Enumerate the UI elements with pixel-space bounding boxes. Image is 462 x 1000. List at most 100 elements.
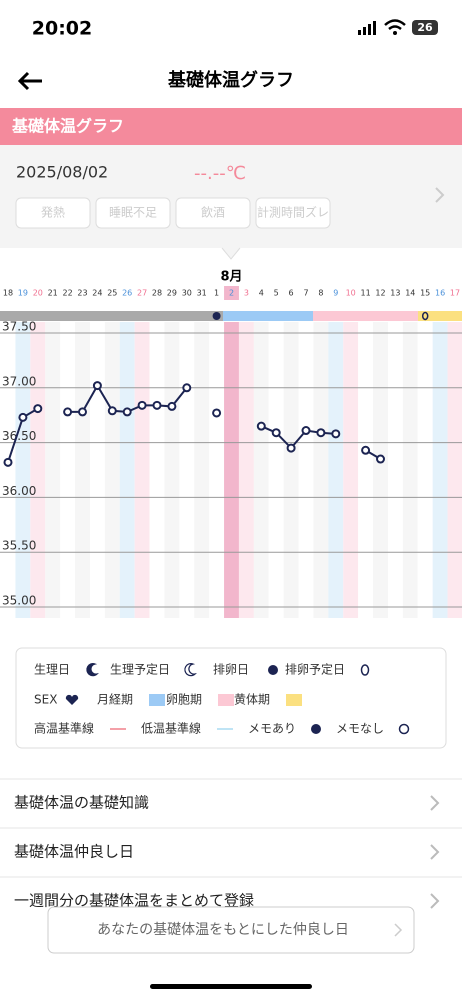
battery: 26 [417,21,433,34]
day-column [417,322,433,618]
cta-button[interactable] [47,906,415,954]
home-indicator [150,984,312,989]
day-label: 28 [152,289,162,298]
temperature-point [316,428,326,438]
day-column [89,322,105,618]
day-column [328,322,344,618]
day-label: 15 [420,289,430,298]
legend-icon [86,663,99,677]
tag-button[interactable] [95,197,171,229]
day-label: 18 [3,289,13,298]
day-label: 9 [333,289,338,298]
ovulation-forecast-icon [421,311,429,321]
day-column [15,322,31,618]
tag-label: 計測時間ズレ [257,205,329,220]
day-label: 3 [244,289,249,298]
tag-label: 飲酒 [201,205,225,220]
temperature-point [122,407,132,417]
menu-label: 基礎体温の基礎知識 [14,794,149,812]
day-label: 2 [229,289,234,298]
day-label: 20 [33,289,43,298]
tag-button[interactable] [175,197,251,229]
tag-label: 発熱 [41,206,65,220]
day-label: 17 [450,289,460,298]
day-label: 29 [167,289,177,298]
legend-label: メモあり [248,722,296,736]
temperature-point [3,457,13,467]
day-label: 24 [92,289,102,298]
day-column [313,322,329,618]
phase-bar [418,311,462,321]
day-label: 7 [303,289,308,298]
month-label: 8月 [220,270,242,285]
tag-button[interactable] [15,197,91,229]
temperature-point [18,412,28,422]
day-label: 5 [274,289,279,298]
day-column [432,322,448,618]
menu-label: 基礎体温仲良し日 [14,843,134,861]
temperature: --.--℃ [194,163,246,184]
cta-label: あなたの基礎体温をもとにした仲良し日 [97,921,349,938]
day-label: 14 [405,289,415,298]
day-column [0,322,16,618]
day-column [209,322,225,618]
day-label: 26 [122,289,132,298]
day-label: 6 [289,289,294,298]
legend-label: 黄体期 [234,693,270,707]
back-button[interactable] [17,71,42,91]
temperature-point [92,381,102,391]
temperature-point [376,454,385,464]
legend-icon [149,694,165,706]
date: 2025/08/02 [16,163,108,182]
period-icon [212,312,221,320]
day-column [402,322,418,618]
day-label: 12 [375,289,385,298]
menu-chevron [430,893,440,909]
day-column [253,322,269,618]
temperature-point [256,421,266,431]
day-label: 19 [18,289,28,298]
day-column [387,322,403,618]
legend-label: 排卵予定日 [285,662,345,677]
header-title: 基礎体温グラフ [167,69,294,91]
day-label: 22 [63,289,73,298]
legend-icon [360,664,370,676]
day-column [149,322,165,618]
menu-chevron [430,844,440,860]
temperature-point [301,426,311,436]
tag-label: 睡眠不足 [109,206,157,220]
chevron[interactable] [435,187,445,203]
legend-label: 低温基準線 [141,721,201,736]
day-label: 13 [390,289,400,298]
temperature-point [107,406,117,416]
phase-bar [0,311,223,321]
day-label: 25 [107,289,117,298]
day-column [104,322,120,618]
day-column [447,322,462,618]
y-tick-label: 36.50 [2,429,36,443]
day-column [30,322,46,618]
y-tick-label: 35.00 [2,594,36,608]
section-title: 基礎体温グラフ [11,117,124,136]
day-column [75,322,90,618]
legend-icon [218,694,234,706]
day-column [224,322,239,618]
day-column [358,322,374,618]
legend-label: 生理日 [34,663,70,677]
tag-button[interactable] [255,197,331,229]
temperature-point [361,445,371,455]
day-column [60,322,76,618]
legend-icon [65,694,79,705]
temperature-point [271,428,281,438]
temperature-point [212,408,222,418]
day-column [238,322,254,618]
day-label: 21 [48,289,58,298]
day-column [179,322,195,618]
y-tick-label: 37.00 [2,374,36,388]
day-column [45,322,61,618]
day-label: 11 [361,289,371,298]
day-column [283,322,299,618]
y-tick-label: 36.00 [2,484,36,498]
